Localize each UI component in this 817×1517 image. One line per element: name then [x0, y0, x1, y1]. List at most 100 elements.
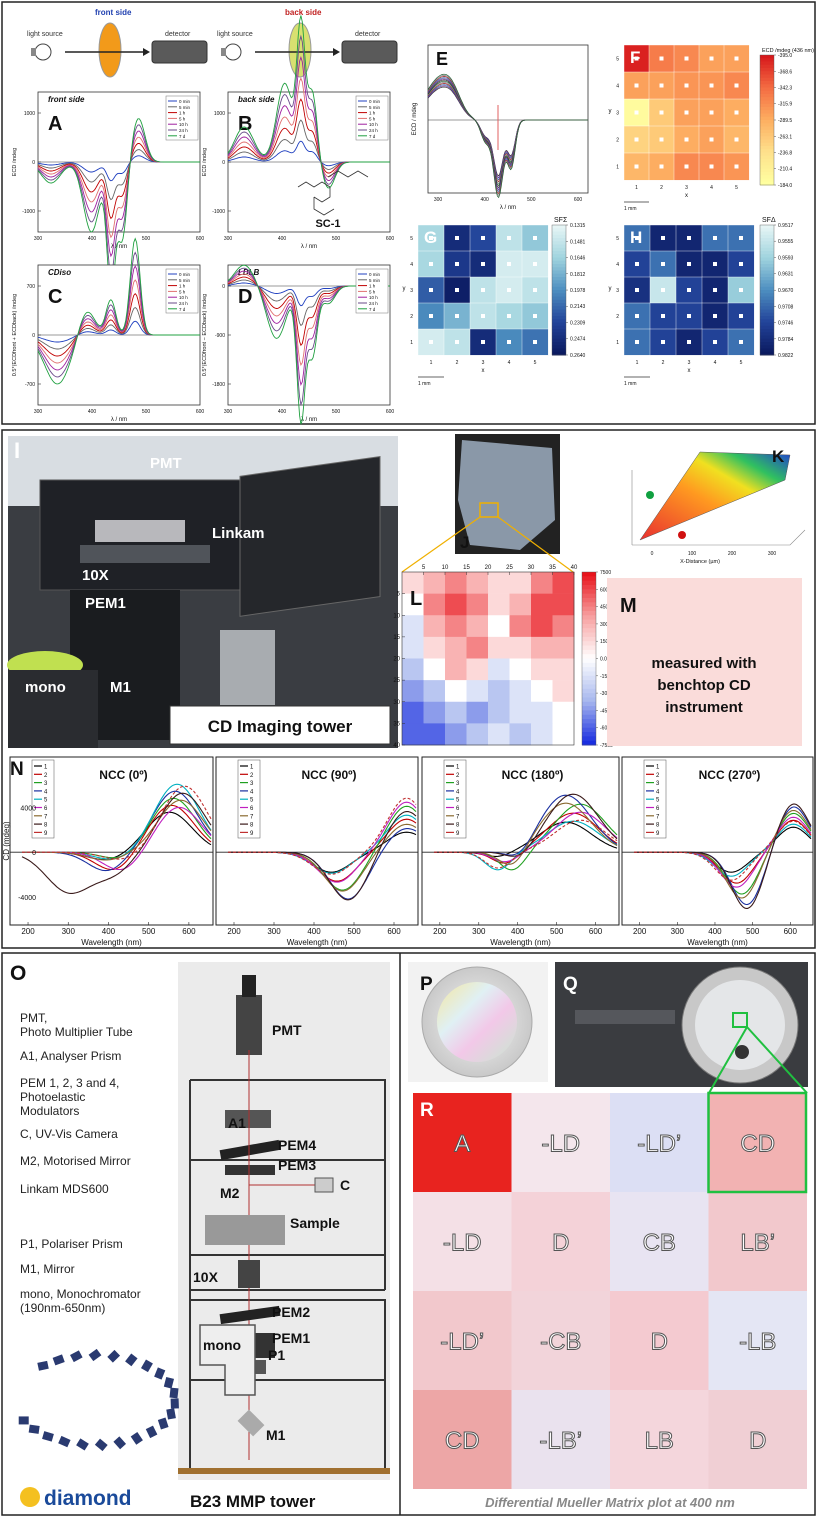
- colorbar-segment: [760, 290, 774, 294]
- colorbar-segment: [582, 628, 596, 633]
- colorbar-segment: [760, 55, 774, 59]
- heat-cell: [531, 594, 553, 616]
- ring-cell: [58, 1436, 70, 1447]
- colorbar-segment: [760, 293, 774, 297]
- legend-label: 1 h: [369, 284, 376, 289]
- colorbar-label: -289.5: [778, 118, 792, 124]
- colorbar-segment: [760, 140, 774, 144]
- legend-label: 5 h: [179, 116, 186, 121]
- colorbar-segment: [760, 97, 774, 101]
- colorbar-segment: [582, 689, 596, 694]
- colorbar-segment: [582, 641, 596, 646]
- y-tick-label: 0: [222, 160, 225, 166]
- x-tick-label: 400: [307, 927, 321, 936]
- heat-cell: [445, 680, 467, 702]
- detector: [152, 41, 207, 63]
- heat-cell: [445, 615, 467, 637]
- cell-marker: [635, 262, 639, 266]
- cell-marker: [429, 288, 433, 292]
- cell-marker: [685, 138, 689, 142]
- ring-cell: [29, 1425, 40, 1434]
- y-axis-label: y: [609, 109, 612, 115]
- ring-cell: [146, 1426, 158, 1438]
- panel-letter: C: [48, 286, 62, 308]
- legend-text: Modulators: [20, 1104, 79, 1118]
- x-tick-label: 400: [278, 409, 287, 415]
- film: [437, 982, 517, 1062]
- heat-cell: [445, 723, 467, 745]
- cell-marker: [687, 314, 691, 318]
- cell-label: -LD: [541, 1131, 580, 1158]
- heat-cell: [445, 572, 467, 594]
- note-text: benchtop CD: [657, 677, 750, 694]
- colorbar-segment: [582, 598, 596, 603]
- heat-cell: [488, 572, 510, 594]
- x-axis-label: λ / nm: [301, 244, 317, 250]
- y-tick-label: -1000: [212, 209, 225, 215]
- caption: B23 MMP tower: [190, 1492, 316, 1511]
- x-tick-label: 35: [549, 565, 556, 571]
- colorbar-segment: [552, 251, 566, 255]
- x-axis-label: X-Distance (µm): [680, 559, 720, 565]
- x-tick-label: 4: [710, 185, 713, 191]
- y-tick-label: -1800: [212, 382, 225, 388]
- colorbar-segment: [760, 258, 774, 262]
- component-label: PEM3: [278, 1157, 316, 1173]
- heat-cell: [510, 659, 532, 681]
- heat-cell: [531, 702, 553, 724]
- legend-label: 7 d: [369, 307, 376, 312]
- colorbar-segment: [760, 274, 774, 278]
- colorbar-segment: [552, 245, 566, 249]
- cell-marker: [685, 111, 689, 115]
- y-axis-label: ECD /mdeg: [12, 148, 18, 176]
- pem-box: [220, 630, 275, 705]
- colorbar-title: SFΣ: [554, 217, 568, 224]
- heat-cell: [531, 572, 553, 594]
- colorbar-segment: [760, 228, 774, 232]
- colorbar-segment: [552, 303, 566, 307]
- x-axis-label: Wavelength (nm): [490, 938, 551, 947]
- colorbar-segment: [760, 143, 774, 147]
- cell-marker: [713, 288, 717, 292]
- colorbar-segment: [760, 162, 774, 166]
- colorbar-title: ECD /mdeg (436 nm): [762, 48, 814, 54]
- colorbar-segment: [760, 332, 774, 336]
- colorbar-segment: [760, 156, 774, 160]
- cell-label: -LD’: [637, 1131, 681, 1158]
- cell-marker: [739, 262, 743, 266]
- cell-marker: [735, 138, 739, 142]
- colorbar-segment: [760, 267, 774, 271]
- colorbar-segment: [552, 336, 566, 340]
- panel-letter: F: [630, 48, 640, 67]
- cell-marker: [455, 340, 459, 344]
- colorbar-segment: [582, 736, 596, 741]
- x-tick-label: 500: [332, 236, 341, 242]
- x-tick-label: 2: [662, 360, 665, 366]
- colorbar-label: -368.6: [778, 69, 792, 75]
- cell-marker: [687, 340, 691, 344]
- colorbar-segment: [760, 166, 774, 170]
- y-axis-label: ECD /mdeg: [202, 148, 208, 176]
- heat-cell: [531, 615, 553, 637]
- colorbar-segment: [582, 615, 596, 620]
- x-tick-label: 600: [386, 409, 395, 415]
- heat-cell: [445, 659, 467, 681]
- legend-text: Linkam MDS600: [20, 1182, 109, 1196]
- legend-label: 5 min: [179, 278, 191, 283]
- colorbar-segment: [552, 342, 566, 346]
- cell-marker: [713, 340, 717, 344]
- cell-marker: [739, 288, 743, 292]
- colorbar-label: 0.9631: [778, 272, 794, 278]
- x-tick-label: 500: [527, 197, 536, 203]
- colorbar-segment: [552, 248, 566, 252]
- cell-marker: [687, 236, 691, 240]
- y-tick-label: 0: [32, 160, 35, 166]
- colorbar-label: -315.9: [778, 102, 792, 108]
- colorbar-label: 0.2309: [570, 321, 586, 327]
- colorbar-label: 0.9822: [778, 353, 794, 359]
- x-axis-label: Wavelength (nm): [287, 938, 348, 947]
- cell-marker: [687, 288, 691, 292]
- legend-label: 5 h: [369, 116, 376, 121]
- legend-label: 1 h: [369, 111, 376, 116]
- cell-marker: [481, 314, 485, 318]
